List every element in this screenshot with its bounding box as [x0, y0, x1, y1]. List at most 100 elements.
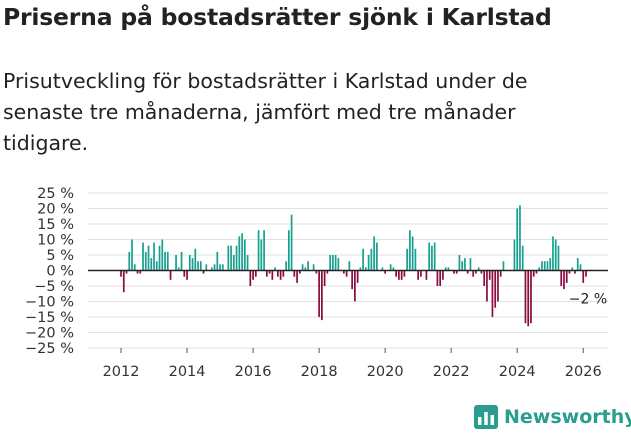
- y-tick-label: −20 %: [25, 326, 74, 342]
- bar-positive: [329, 255, 331, 271]
- bar-negative: [323, 270, 326, 286]
- bar-negative: [530, 270, 532, 324]
- x-tick-label: 2014: [169, 364, 206, 380]
- brand-name: Newsworthy: [504, 406, 631, 428]
- bar-negative: [453, 270, 455, 274]
- bar-negative: [183, 270, 186, 277]
- y-tick-label: 25 %: [37, 186, 74, 202]
- newsworthy-logo: Newsworthy: [474, 405, 631, 429]
- bar-positive: [552, 236, 554, 271]
- bar-positive: [153, 242, 155, 271]
- bar-negative: [398, 270, 400, 280]
- bar-negative: [466, 270, 469, 274]
- bar-positive: [406, 248, 409, 271]
- bar-positive: [257, 230, 260, 271]
- last-value-label: −2 %: [569, 292, 607, 308]
- bar-negative: [276, 270, 279, 277]
- bar-positive: [191, 258, 194, 271]
- y-tick-label: −10 %: [25, 295, 74, 311]
- bar-positive: [477, 267, 480, 271]
- bar-negative: [436, 270, 439, 286]
- bar-positive: [579, 264, 582, 271]
- bar-negative: [169, 270, 172, 280]
- bar-negative: [268, 270, 271, 274]
- bar-positive: [458, 255, 461, 271]
- bar-negative: [472, 270, 475, 277]
- bar-negative: [326, 270, 329, 274]
- bar-positive: [370, 248, 373, 271]
- bar-negative: [315, 270, 318, 274]
- bar-positive: [304, 267, 307, 271]
- bar-positive: [175, 255, 177, 271]
- bar-positive: [144, 251, 147, 271]
- bar-positive: [227, 245, 230, 271]
- bar-positive: [199, 261, 202, 271]
- bar-positive: [554, 239, 557, 271]
- bar-negative: [254, 270, 257, 277]
- y-tick-label: 20 %: [37, 202, 74, 218]
- bar-negative: [483, 270, 486, 286]
- bar-positive: [128, 251, 131, 271]
- bar-positive: [216, 251, 219, 271]
- bar-negative: [574, 270, 576, 274]
- bar-negative: [442, 270, 444, 280]
- bar-positive: [147, 245, 150, 271]
- bar-positive: [155, 261, 158, 271]
- bar-positive: [392, 267, 395, 271]
- bar-positive: [188, 255, 191, 271]
- bar-positive: [513, 239, 516, 271]
- bar-positive: [576, 258, 579, 271]
- bar-negative: [527, 270, 530, 327]
- bar-positive: [549, 258, 552, 271]
- bar-positive: [362, 248, 364, 271]
- bar-negative: [202, 270, 205, 274]
- bar-positive: [158, 245, 161, 271]
- bar-positive: [389, 264, 392, 271]
- bar-negative: [439, 270, 442, 286]
- price-change-chart: −25 %−20 %−15 %−10 %−5 %0 %5 %10 %15 %20…: [25, 186, 608, 380]
- annotations: −2 %: [569, 292, 607, 308]
- x-tick-label: 2026: [565, 364, 602, 380]
- bar-positive: [221, 264, 224, 271]
- y-tick-label: 0 %: [46, 264, 74, 280]
- bar-positive: [431, 245, 433, 271]
- bar-negative: [279, 270, 282, 280]
- bar-negative: [282, 270, 285, 277]
- bar-positive: [411, 236, 414, 271]
- bar-negative: [499, 270, 502, 277]
- bar-negative: [321, 270, 323, 321]
- bar-negative: [455, 270, 458, 274]
- bar-positive: [541, 261, 543, 271]
- bar-negative: [524, 270, 527, 324]
- bar-negative: [532, 270, 535, 277]
- bar-positive: [444, 267, 447, 271]
- bar-negative: [497, 270, 499, 302]
- bar-negative: [384, 270, 386, 274]
- bar-negative: [298, 270, 301, 274]
- bar-positive: [373, 236, 375, 271]
- bar-negative: [400, 270, 403, 280]
- bar-positive: [290, 214, 293, 271]
- y-tick-label: 5 %: [46, 248, 74, 264]
- bar-positive: [243, 239, 246, 271]
- bar-positive: [433, 242, 436, 271]
- bar-negative: [351, 270, 353, 290]
- bar-positive: [516, 208, 519, 271]
- bar-positive: [337, 258, 340, 271]
- x-tick-label: 2020: [367, 364, 404, 380]
- bar-positive: [219, 264, 221, 271]
- bar-positive: [469, 258, 472, 271]
- bar-positive: [332, 255, 334, 271]
- bar-negative: [122, 270, 125, 293]
- bar-negative: [345, 270, 348, 277]
- bar-negative: [120, 270, 122, 277]
- bar-positive: [213, 264, 216, 271]
- bar-negative: [318, 270, 320, 317]
- bar-negative: [582, 270, 585, 283]
- bar-positive: [177, 267, 180, 271]
- bar-negative: [252, 270, 254, 280]
- bar-positive: [285, 261, 287, 271]
- bar-negative: [475, 270, 477, 274]
- x-axis: 2012 2014 2016 2018 2020 2022 2024 2026: [103, 348, 602, 380]
- bar-positive: [205, 264, 208, 271]
